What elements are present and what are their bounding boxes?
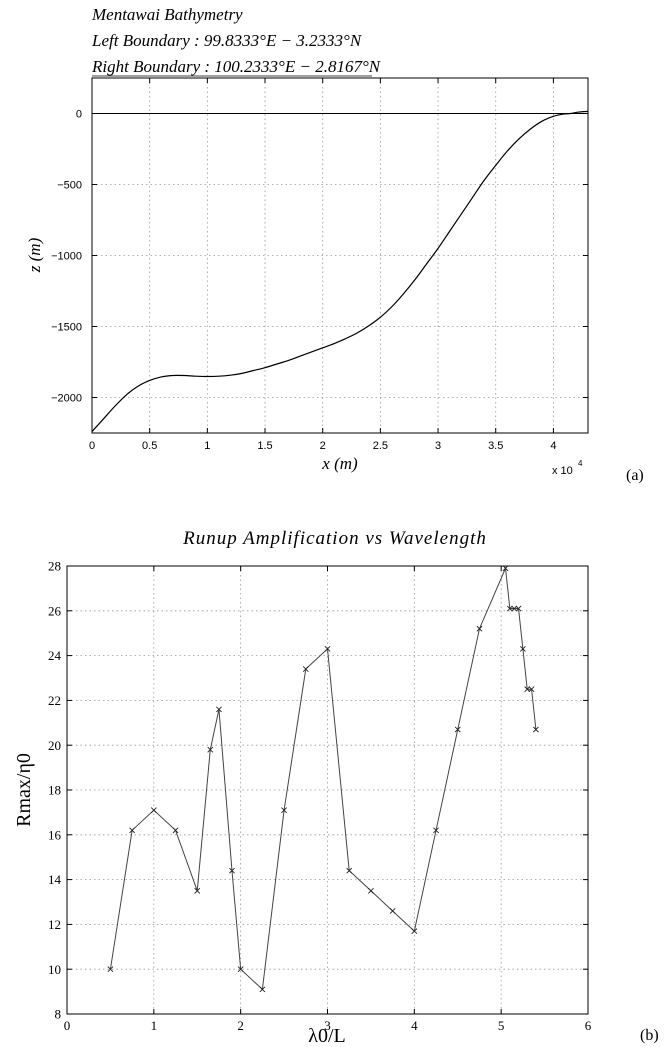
panel-b-label: (b) xyxy=(640,1027,659,1044)
x-tick-label: 0.5 xyxy=(142,440,157,452)
data-point-marker xyxy=(524,686,531,693)
y-tick-label: 16 xyxy=(48,827,62,842)
y-tick-label: −1500 xyxy=(51,321,82,333)
y-tick-label: 26 xyxy=(48,603,62,618)
y-tick-label: −2000 xyxy=(51,392,82,404)
x-tick-label: 2 xyxy=(320,440,326,452)
x-tick-label: 3 xyxy=(324,1018,331,1033)
data-point-marker xyxy=(229,867,235,874)
data-point-marker xyxy=(519,645,526,652)
panel-a-header-line-3: Right Boundary : 100.2333°E − 2.8167°N xyxy=(91,57,382,76)
y-tick-label: −500 xyxy=(57,179,82,191)
panel-a-x-axis-label: x (m) xyxy=(321,454,358,473)
y-tick-label: 18 xyxy=(48,783,61,798)
data-point-marker xyxy=(259,986,266,993)
panel-b-plot-frame xyxy=(66,565,589,1015)
x-tick-label: 4 xyxy=(411,1018,418,1033)
panel-a-header-line-1: Mentawai Bathymetry xyxy=(91,5,243,24)
panel-b-title: Runup Amplification vs Wavelength xyxy=(182,528,487,549)
y-tick-label: 0 xyxy=(76,108,82,120)
x-tick-label: 5 xyxy=(498,1018,505,1033)
panel-b-y-axis-label: Rmax/η0 xyxy=(13,753,35,827)
y-tick-label: 24 xyxy=(48,648,62,663)
panel-b-x-axis-label: λ0/L xyxy=(308,1025,345,1047)
panel-a-tick-labels: 0 0.5 1 1.5 2 2.5 3 3.5 4 0 −500 −1000 −1500 −2000 xyxy=(51,108,556,452)
panel-b-markers xyxy=(107,565,539,993)
x-tick-label: 0 xyxy=(89,440,95,452)
y-tick-label: 12 xyxy=(48,917,61,932)
panel-b-grid xyxy=(66,565,589,1015)
data-point-marker xyxy=(454,726,461,733)
data-point-marker xyxy=(389,908,396,914)
x-tick-label: 6 xyxy=(585,1018,592,1033)
panel-a-y-axis-label: z (m) xyxy=(25,237,44,273)
y-tick-label: 14 xyxy=(48,872,62,887)
data-point-marker xyxy=(367,887,374,894)
y-tick-label: 10 xyxy=(48,962,61,977)
y-tick-label: −1000 xyxy=(51,250,82,262)
panel-a-x-exponent: x 10 xyxy=(552,465,573,477)
data-point-marker xyxy=(281,807,288,814)
data-point-marker xyxy=(502,565,509,572)
data-point-marker xyxy=(532,726,539,733)
data-point-marker xyxy=(528,686,535,693)
data-point-marker xyxy=(150,807,157,814)
x-tick-label: 0 xyxy=(64,1018,71,1033)
data-point-marker xyxy=(302,666,309,672)
data-point-marker xyxy=(411,928,418,935)
y-tick-label: 22 xyxy=(48,693,61,708)
x-tick-label: 4 xyxy=(550,440,556,452)
data-point-marker xyxy=(324,645,331,652)
panel-a-label: (a) xyxy=(626,467,644,484)
x-tick-label: 1.5 xyxy=(257,440,272,452)
panel-a-plot-frame xyxy=(91,77,589,434)
x-tick-label: 1 xyxy=(151,1018,158,1033)
x-tick-label: 3 xyxy=(435,440,441,452)
panel-a-header-line-2: Left Boundary : 99.8333°E − 3.2333°N xyxy=(91,31,363,50)
data-point-marker xyxy=(476,625,483,632)
panel-a-x-exponent-power: 4 xyxy=(578,459,583,468)
panel-b-ticks xyxy=(66,565,589,1015)
x-tick-label: 1 xyxy=(204,440,210,452)
data-point-marker xyxy=(511,605,518,612)
x-tick-label: 2 xyxy=(237,1018,244,1033)
x-tick-label: 3.5 xyxy=(488,440,503,452)
data-point-marker xyxy=(346,867,353,874)
y-tick-label: 20 xyxy=(48,738,61,753)
y-tick-label: 8 xyxy=(55,1007,62,1022)
panel-a-grid xyxy=(91,78,588,433)
panel-a: Mentawai Bathymetry Left Boundary : 99.8… xyxy=(25,5,644,484)
data-point-marker xyxy=(433,827,439,834)
panel-a-bathymetry-line xyxy=(91,110,589,432)
x-tick-label: 2.5 xyxy=(373,440,388,452)
data-point-marker xyxy=(172,827,179,834)
data-point-marker xyxy=(506,605,513,612)
data-point-marker xyxy=(207,746,214,753)
data-point-marker xyxy=(515,605,522,612)
data-point-marker xyxy=(216,706,222,713)
y-tick-label: 28 xyxy=(48,559,61,574)
data-point-marker xyxy=(194,887,201,894)
data-point-marker xyxy=(107,966,114,973)
data-point-marker xyxy=(237,966,244,973)
panel-b-runup-line xyxy=(109,566,537,991)
data-point-marker xyxy=(129,827,136,834)
